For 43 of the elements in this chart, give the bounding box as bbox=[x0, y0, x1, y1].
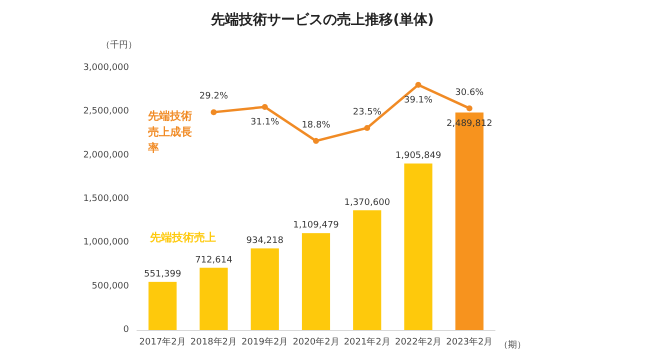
data-label: 31.1% bbox=[250, 117, 280, 128]
x-tick-label: 2023年2月 bbox=[446, 336, 493, 348]
y-tick-label: 3,000,000 bbox=[83, 63, 130, 73]
point bbox=[364, 124, 370, 131]
text: 先端技術売上 bbox=[149, 231, 216, 244]
x-axis-title: （期） bbox=[499, 340, 526, 350]
data-label: 39.1% bbox=[404, 95, 434, 106]
y-tick-label: 1,000,000 bbox=[83, 238, 130, 248]
bar bbox=[404, 164, 432, 330]
data-label: 712,614 bbox=[195, 255, 233, 266]
y-tick-label: 0 bbox=[123, 325, 130, 335]
y-tick-label: 1,500,000 bbox=[83, 194, 130, 204]
x-tick-label: 2020年2月 bbox=[292, 336, 340, 348]
y-tick-label: 2,000,000 bbox=[83, 150, 130, 160]
data-label: 1,905,849 bbox=[395, 151, 442, 162]
point bbox=[415, 82, 422, 88]
y-axis-title: （千円） bbox=[101, 40, 137, 50]
data-label: 934,218 bbox=[246, 236, 284, 246]
data-label: 23.5% bbox=[352, 107, 382, 118]
data-label: 18.8% bbox=[302, 120, 331, 130]
bar bbox=[353, 210, 382, 330]
bar bbox=[302, 233, 330, 330]
data-label: 1,370,600 bbox=[344, 198, 390, 208]
x-tick-label: 2021年2月 bbox=[344, 336, 390, 348]
point bbox=[262, 104, 268, 110]
data-label: 551,399 bbox=[144, 269, 182, 280]
point bbox=[466, 105, 472, 112]
y-tick-label: 500,000 bbox=[92, 281, 130, 292]
point bbox=[313, 138, 319, 144]
x-tick-label: 2022年2月 bbox=[394, 336, 442, 348]
data-label: 29.2% bbox=[199, 92, 228, 102]
x-tick-label: 2017年2月 bbox=[139, 336, 186, 348]
bar bbox=[200, 268, 228, 330]
y-tick-label: 2,500,000 bbox=[83, 106, 130, 117]
bar bbox=[250, 248, 279, 330]
data-label: 30.6% bbox=[455, 88, 484, 98]
bar bbox=[148, 282, 177, 330]
x-tick-label: 2018年2月 bbox=[190, 336, 238, 348]
chart-title: 先端技術サービスの売上推移(単体) bbox=[210, 12, 434, 28]
series-label: 先端技術売上成長率 bbox=[147, 110, 192, 154]
point bbox=[210, 109, 217, 116]
x-tick-label: 2019年2月 bbox=[242, 336, 288, 348]
data-label: 1,109,479 bbox=[293, 220, 340, 231]
